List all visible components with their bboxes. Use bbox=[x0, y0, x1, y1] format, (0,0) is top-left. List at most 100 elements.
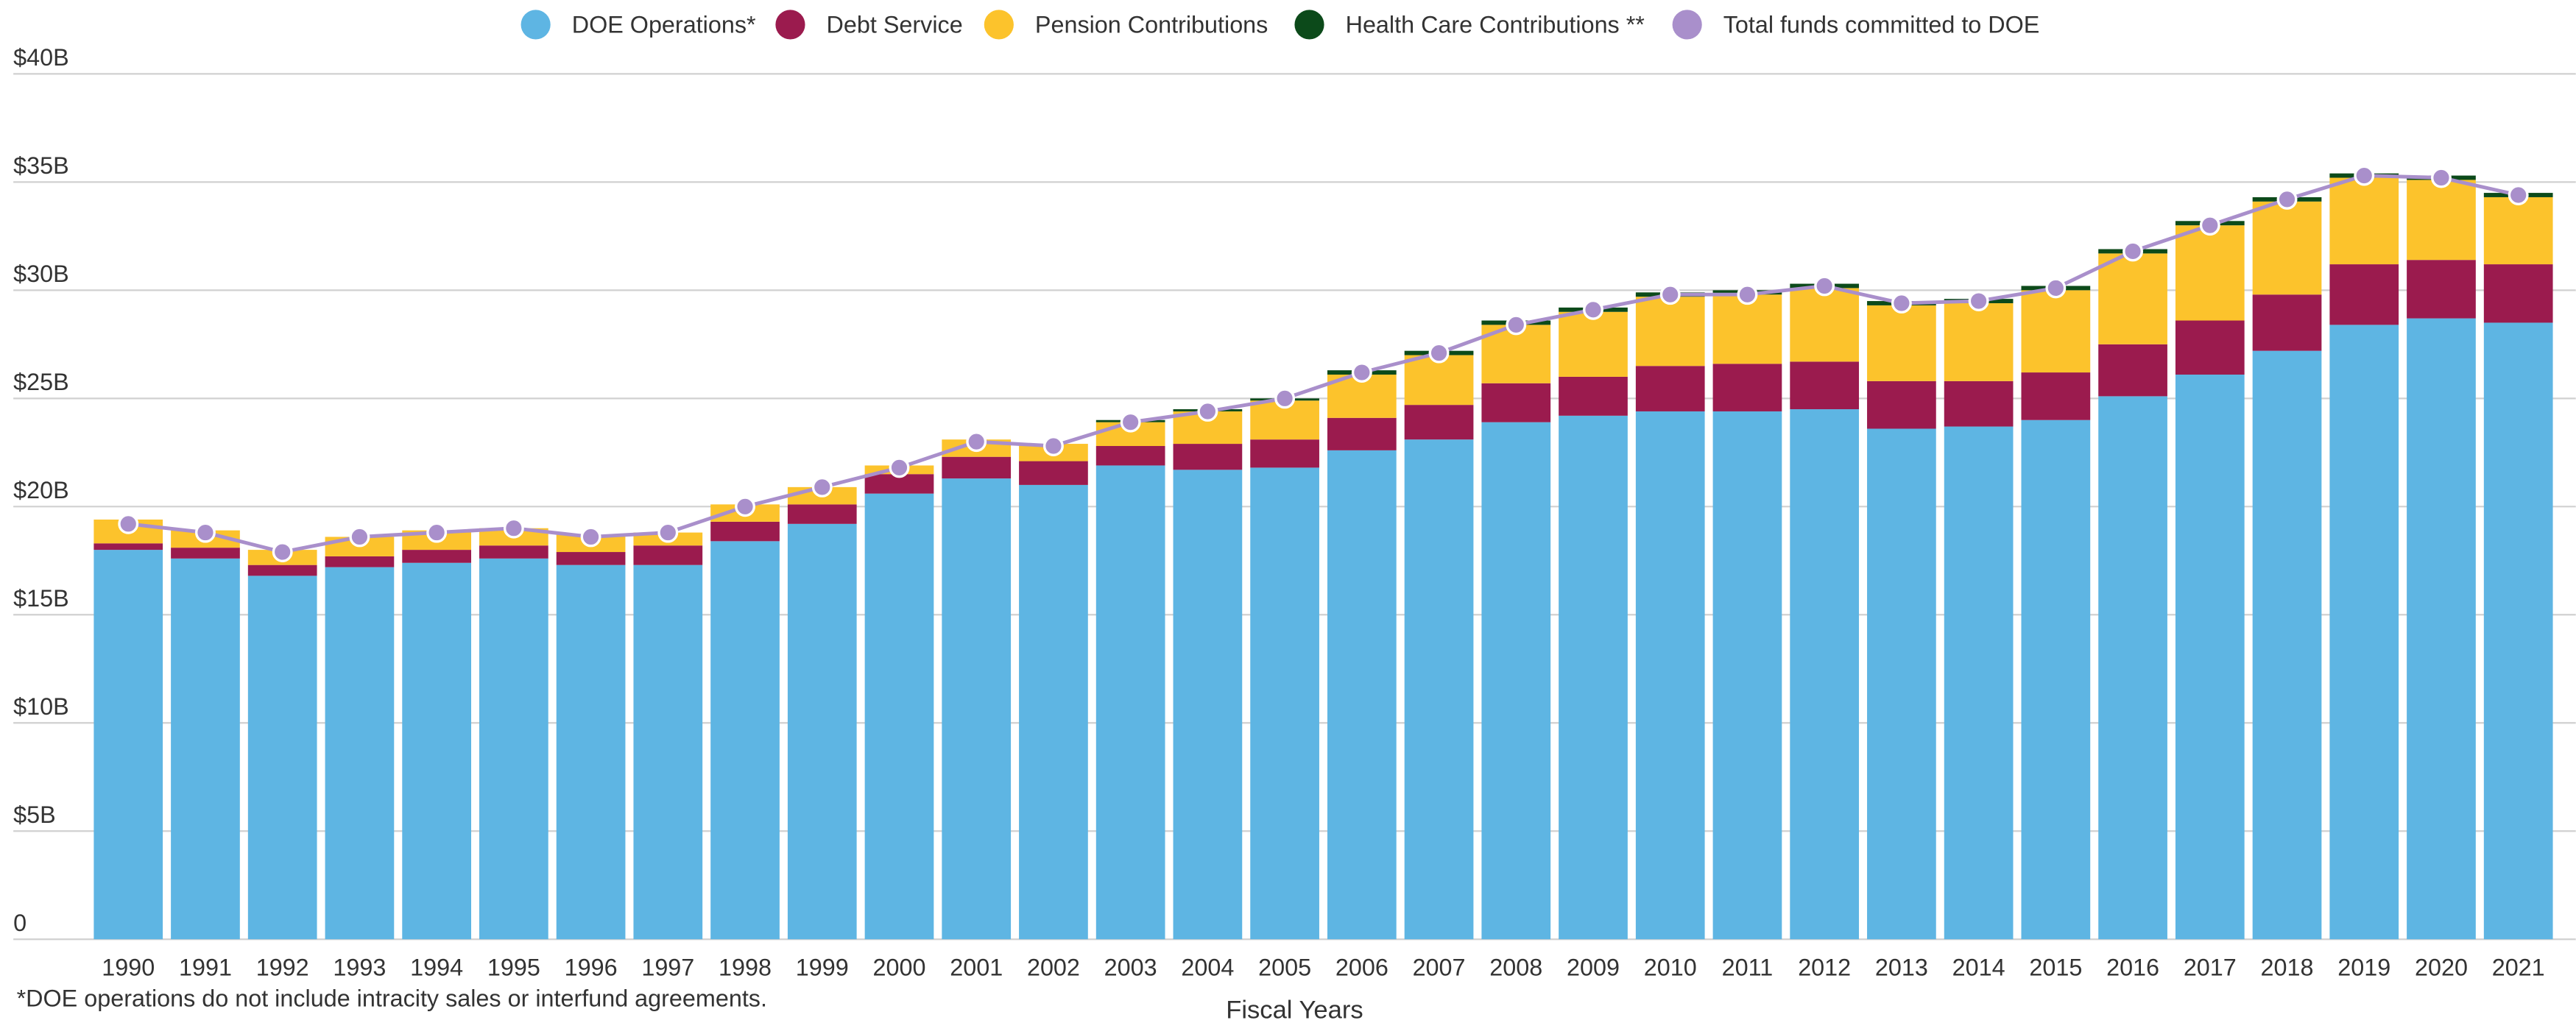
x-tick-label: 2001 bbox=[950, 954, 1003, 980]
bar-segment bbox=[864, 493, 934, 940]
x-tick-label: 2004 bbox=[1181, 954, 1234, 980]
bar-segment bbox=[1404, 405, 1474, 440]
x-tick-label: 2016 bbox=[2106, 954, 2159, 980]
x-tick-label: 1995 bbox=[487, 954, 540, 980]
bar-segment bbox=[1095, 465, 1165, 940]
bar-segment bbox=[2252, 201, 2322, 295]
y-tick-label: $35B bbox=[13, 152, 69, 179]
bar-segment bbox=[402, 562, 471, 940]
total-point bbox=[1506, 314, 1527, 336]
x-tick-label: 1999 bbox=[796, 954, 849, 980]
total-point bbox=[1891, 293, 1912, 314]
x-tick-label: 2020 bbox=[2415, 954, 2468, 980]
bar-segment bbox=[2329, 264, 2399, 325]
x-tick-label: 1990 bbox=[102, 954, 155, 980]
bar-segment bbox=[1712, 294, 1782, 364]
total-point bbox=[1120, 411, 1141, 433]
bar-segment bbox=[325, 567, 395, 940]
total-point bbox=[1274, 388, 1296, 409]
total-point bbox=[2354, 165, 2375, 186]
total-point bbox=[1737, 284, 1758, 305]
total-point bbox=[2276, 188, 2298, 210]
bar-segment bbox=[171, 548, 240, 559]
bar-segment bbox=[479, 558, 548, 940]
legend-marker bbox=[1294, 10, 1324, 40]
total-point bbox=[1042, 436, 1064, 456]
bar-segment bbox=[556, 552, 626, 565]
y-tick-label: $25B bbox=[13, 369, 69, 395]
bar-segment bbox=[1944, 426, 2014, 940]
bar-segment bbox=[2098, 253, 2167, 344]
x-tick-label: 2011 bbox=[1722, 954, 1774, 980]
bar-segment bbox=[1635, 411, 1705, 940]
x-tick-label: 2006 bbox=[1335, 954, 1388, 980]
x-tick-label: 2017 bbox=[2184, 954, 2237, 980]
bar-segment bbox=[2098, 344, 2167, 397]
bar-segment bbox=[942, 456, 1012, 479]
total-point bbox=[1428, 342, 1450, 364]
bar-segment bbox=[2098, 396, 2167, 940]
bar-segment bbox=[633, 545, 703, 565]
legend-label: Health Care Contributions ** bbox=[1346, 12, 1645, 38]
bar-segment bbox=[2175, 320, 2245, 375]
x-tick-label: 2003 bbox=[1104, 954, 1157, 980]
x-tick-label: 1997 bbox=[641, 954, 694, 980]
lines bbox=[118, 165, 2529, 562]
bar-segment bbox=[1481, 422, 1551, 940]
bar-segment bbox=[1635, 297, 1705, 367]
total-point bbox=[1197, 401, 1218, 422]
total-point bbox=[2431, 167, 2452, 188]
total-point bbox=[2122, 241, 2144, 262]
bar-segment bbox=[2329, 177, 2399, 265]
total-point bbox=[1814, 275, 1835, 297]
bar-segment bbox=[556, 564, 626, 940]
total-point bbox=[811, 476, 833, 498]
bar-segment bbox=[1635, 366, 1705, 411]
bar-segment bbox=[2407, 260, 2476, 319]
x-tick-label: 2007 bbox=[1413, 954, 1466, 980]
y-tick-label: $30B bbox=[13, 261, 69, 287]
bar-segment bbox=[787, 523, 857, 940]
legend-marker bbox=[775, 10, 805, 40]
total-point bbox=[1659, 284, 1681, 305]
bar-segment bbox=[1867, 380, 1936, 429]
x-tick-label: 1993 bbox=[333, 954, 386, 980]
bar-segment bbox=[93, 550, 163, 940]
x-tick-label: 2005 bbox=[1258, 954, 1311, 980]
bar-segment bbox=[1944, 380, 2014, 427]
x-tick-label: 2014 bbox=[1952, 954, 2005, 980]
total-point bbox=[349, 526, 370, 548]
total-point bbox=[735, 496, 755, 517]
legend-marker bbox=[521, 10, 551, 40]
bar-segment bbox=[1559, 415, 1628, 940]
legend-marker bbox=[1672, 10, 1702, 40]
total-point bbox=[503, 517, 524, 539]
x-tick-label: 1996 bbox=[565, 954, 618, 980]
y-tick-label: $40B bbox=[13, 44, 69, 71]
x-tick-label: 1992 bbox=[256, 954, 309, 980]
total-point bbox=[657, 522, 679, 543]
x-tick-label: 2019 bbox=[2337, 954, 2390, 980]
total-point bbox=[2045, 277, 2067, 299]
total-point bbox=[195, 522, 216, 543]
legend-label: DOE Operations* bbox=[572, 12, 756, 38]
bar-segment bbox=[247, 564, 317, 576]
x-tick-label: 2018 bbox=[2261, 954, 2314, 980]
x-tick-label: 1994 bbox=[410, 954, 463, 980]
legend-label: Debt Service bbox=[827, 12, 963, 38]
bar-segment bbox=[247, 576, 317, 940]
bar-segment bbox=[2252, 350, 2322, 940]
x-tick-label: 2015 bbox=[2029, 954, 2082, 980]
bar-segment bbox=[1712, 411, 1782, 940]
y-tick-label: $5B bbox=[13, 801, 56, 828]
bar-segment bbox=[1327, 417, 1397, 450]
legend: DOE Operations* Debt Service Pension Contr… bbox=[521, 10, 2039, 40]
bar-segment bbox=[402, 550, 471, 563]
legend-label: Pension Contributions bbox=[1035, 12, 1268, 38]
bar-segment bbox=[1867, 305, 1936, 381]
x-tick-label: 2002 bbox=[1027, 954, 1080, 980]
bar-segment bbox=[2407, 180, 2476, 261]
x-axis: 1990 1991 1992 1993 1994 1995 1996 1997 1998 1999… bbox=[102, 954, 2544, 980]
